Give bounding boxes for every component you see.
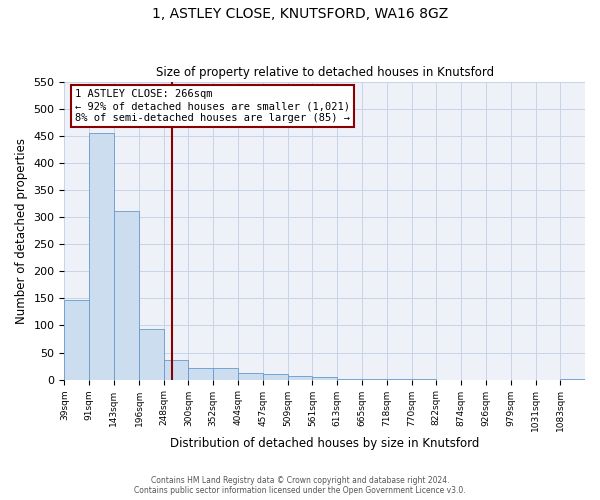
Bar <box>362 379 387 380</box>
Bar <box>188 368 213 380</box>
Bar <box>412 379 436 380</box>
Bar <box>238 372 263 380</box>
Text: Contains HM Land Registry data © Crown copyright and database right 2024.
Contai: Contains HM Land Registry data © Crown c… <box>134 476 466 495</box>
Bar <box>263 374 287 380</box>
Bar <box>89 134 114 380</box>
Bar <box>213 368 238 380</box>
X-axis label: Distribution of detached houses by size in Knutsford: Distribution of detached houses by size … <box>170 437 479 450</box>
Bar <box>387 379 412 380</box>
Bar <box>287 376 313 380</box>
Bar <box>313 377 337 380</box>
Bar <box>560 379 585 380</box>
Text: 1 ASTLEY CLOSE: 266sqm
← 92% of detached houses are smaller (1,021)
8% of semi-d: 1 ASTLEY CLOSE: 266sqm ← 92% of detached… <box>75 90 350 122</box>
Y-axis label: Number of detached properties: Number of detached properties <box>15 138 28 324</box>
Bar <box>114 212 139 380</box>
Bar <box>337 379 362 380</box>
Text: 1, ASTLEY CLOSE, KNUTSFORD, WA16 8GZ: 1, ASTLEY CLOSE, KNUTSFORD, WA16 8GZ <box>152 8 448 22</box>
Bar <box>139 330 164 380</box>
Bar <box>64 300 89 380</box>
Title: Size of property relative to detached houses in Knutsford: Size of property relative to detached ho… <box>155 66 494 80</box>
Bar <box>164 360 188 380</box>
